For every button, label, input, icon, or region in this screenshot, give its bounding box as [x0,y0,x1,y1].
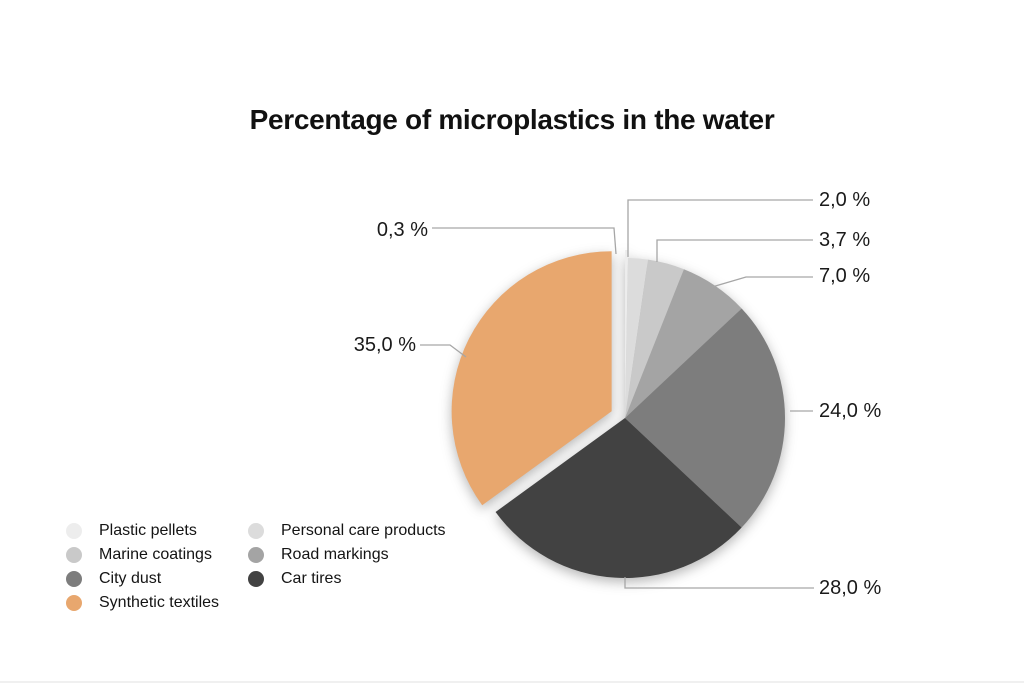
pie-slice-personal-care-products [625,258,649,418]
pie-wedges [451,250,786,579]
legend-swatch-icon [66,571,82,587]
pie-slice-marine-coatings [625,259,684,418]
leader-line-marine-coatings [656,239,813,262]
slice-value-label-synthetic-textiles: 35,0 % [353,334,416,356]
legend-label: Road markings [281,546,389,563]
legend-item-road-markings: Road markings [248,543,446,567]
leader-line-personal-care-products [627,199,813,257]
legend-item-city-dust: City dust [66,567,248,591]
legend-item-plastic-pellets: Plastic pellets [66,519,248,543]
leader-lines [420,199,814,589]
legend-label: Car tires [281,570,342,587]
legend-swatch-icon [248,547,264,563]
legend-item-synthetic-textiles: Synthetic textiles [66,591,248,615]
chart-title: Percentage of microplastics in the water [249,104,775,135]
pie-slice-city-dust [625,308,786,528]
legend-item-marine-coatings: Marine coatings [66,543,248,567]
leader-line-road-markings [711,276,813,288]
leader-line-synthetic-textiles [420,344,467,358]
legend-swatch-icon [66,547,82,563]
legend-swatch-icon [248,571,264,587]
legend-swatch-icon [66,523,82,539]
slice-value-label-plastic-pellets: 0,3 % [376,219,428,241]
slice-value-label-city-dust: 24,0 % [819,400,882,422]
legend-label: City dust [99,570,162,587]
legend-swatch-icon [248,523,264,539]
legend-label: Synthetic textiles [99,594,220,611]
legend-label: Personal care products [281,522,446,539]
legend-swatch-icon [66,595,82,611]
leader-line-car-tires [624,577,814,589]
legend-label: Plastic pellets [99,522,197,539]
slice-value-label-road-markings: 7,0 % [819,265,871,287]
leader-line-plastic-pellets [432,227,617,255]
legend-label: Marine coatings [99,546,212,563]
image-bottom-edge [0,681,1024,683]
legend-item-car-tires: Car tires [248,567,446,591]
slice-value-label-car-tires: 28,0 % [819,577,882,599]
legend: Plastic pellets Personal care products M… [66,519,446,615]
slice-value-label-marine-coatings: 3,7 % [819,229,871,251]
pie-slice-plastic-pellets [625,250,629,411]
legend-item-personal-care-products: Personal care products [248,519,446,543]
pie-slice-car-tires [495,418,742,579]
pie-slice-road-markings [625,269,742,418]
pie-slice-synthetic-textiles [451,251,612,506]
slice-value-label-personal-care-products: 2,0 % [819,189,871,211]
